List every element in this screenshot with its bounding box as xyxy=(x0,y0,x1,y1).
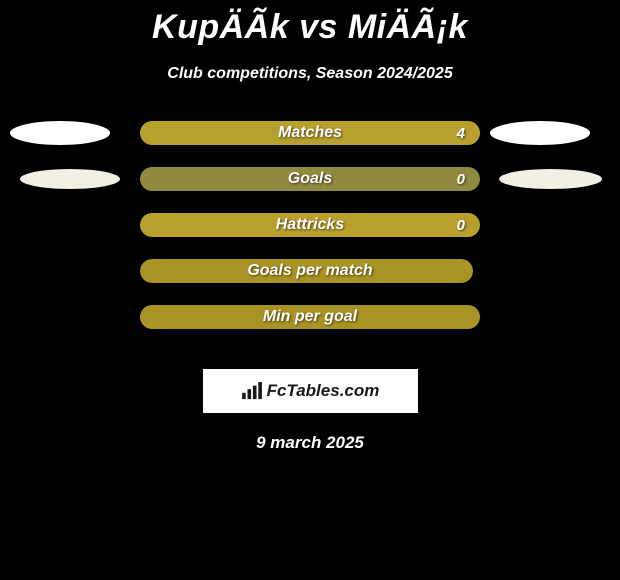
logo-box: FcTables.com xyxy=(203,369,418,413)
left-ellipse xyxy=(10,121,110,145)
stat-row: Goals per match xyxy=(0,259,620,305)
left-ellipse xyxy=(20,169,120,189)
bar-fill xyxy=(140,305,480,329)
subtitle: Club competitions, Season 2024/2025 xyxy=(0,65,620,83)
logo: FcTables.com xyxy=(241,381,380,401)
page-title: KupÄÃ­k vs MiÄÃ¡k xyxy=(0,0,620,47)
comparison-rows: Matches4Goals0Hattricks0Goals per matchM… xyxy=(0,121,620,351)
stat-bar xyxy=(140,305,480,329)
stat-bar xyxy=(140,167,480,191)
stat-row: Matches4 xyxy=(0,121,620,167)
bar-fill xyxy=(140,213,480,237)
bar-fill xyxy=(140,259,473,283)
bar-fill xyxy=(140,167,480,191)
right-ellipse xyxy=(499,169,602,189)
stat-row: Goals0 xyxy=(0,167,620,213)
bar-fill xyxy=(140,121,480,145)
bars-icon xyxy=(241,382,263,400)
date-label: 9 march 2025 xyxy=(0,433,620,453)
stat-bar xyxy=(140,121,480,145)
stat-row: Min per goal xyxy=(0,305,620,351)
stat-bar xyxy=(140,213,480,237)
right-ellipse xyxy=(490,121,590,145)
logo-text: FcTables.com xyxy=(267,381,380,401)
stat-bar xyxy=(140,259,480,283)
stat-row: Hattricks0 xyxy=(0,213,620,259)
